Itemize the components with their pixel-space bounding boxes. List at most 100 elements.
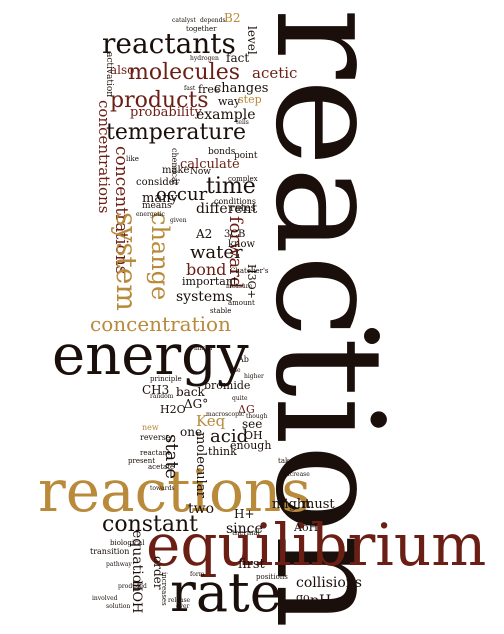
word-way: way bbox=[218, 95, 241, 108]
word-occur: occur bbox=[156, 184, 208, 205]
word-keq: Keq bbox=[196, 412, 226, 430]
word-might: might bbox=[272, 497, 311, 512]
word-tells: tells bbox=[236, 119, 249, 126]
word-though: though bbox=[246, 413, 268, 420]
word-principle: principle bbox=[150, 375, 182, 383]
word-thermal: thermal bbox=[232, 529, 260, 537]
word-increases: increases bbox=[160, 572, 168, 606]
dot-glyph bbox=[364, 328, 380, 344]
word-know: know bbox=[228, 239, 256, 250]
word-system: system bbox=[110, 212, 143, 311]
word-first: first bbox=[238, 557, 265, 572]
word-h-plus: H+ bbox=[234, 507, 255, 521]
word-means: means bbox=[142, 201, 172, 211]
word-since: since bbox=[226, 521, 263, 537]
word-think: think bbox=[208, 445, 237, 458]
word-oh: OH bbox=[244, 429, 263, 442]
word-change: change bbox=[146, 212, 174, 301]
word-systems: systems bbox=[176, 289, 233, 305]
word-new: new bbox=[142, 423, 159, 432]
word-acetate: acetate bbox=[148, 463, 175, 471]
word-present: present bbox=[128, 457, 156, 465]
word-towards: towards bbox=[150, 485, 175, 492]
word-reverse: reverse bbox=[140, 433, 171, 442]
word-calculate: calculate bbox=[180, 157, 240, 172]
word-solution: solution bbox=[106, 603, 131, 610]
word-energy: energy bbox=[52, 323, 249, 388]
word-mixed: mixed bbox=[194, 345, 213, 352]
word-measure: measure bbox=[226, 283, 253, 290]
word-temperature: temperature bbox=[106, 120, 247, 145]
word-bond: bond bbox=[186, 260, 227, 279]
word-depends: depends bbox=[200, 17, 226, 24]
word-step: step bbox=[238, 93, 262, 106]
word-water: water bbox=[190, 242, 243, 263]
word-many: many bbox=[142, 191, 178, 206]
word-different: different bbox=[196, 201, 258, 217]
word-energetic: energetic bbox=[136, 211, 165, 218]
word-reactions: reactions bbox=[38, 457, 312, 525]
word-involved: involved bbox=[92, 595, 118, 602]
word-reactants: reactants bbox=[102, 27, 236, 60]
word-release: release bbox=[168, 597, 191, 604]
word-now: Now bbox=[190, 167, 211, 177]
word-make: make bbox=[162, 165, 190, 176]
word-quite: quite bbox=[232, 395, 248, 402]
word-molecular: molecular bbox=[193, 432, 208, 498]
word-chemical: chemical bbox=[170, 148, 179, 185]
word-back: back bbox=[176, 385, 205, 399]
word-time: time bbox=[206, 174, 256, 199]
word-see: see bbox=[242, 417, 263, 431]
word-two: two bbox=[188, 501, 215, 517]
word-activation: activation bbox=[104, 52, 114, 98]
word-chatelier: Chatelier's bbox=[230, 267, 269, 275]
word-consider: consider bbox=[136, 177, 180, 188]
word-example: example bbox=[196, 107, 256, 123]
word-rates: rates bbox=[230, 203, 256, 214]
word-must: must bbox=[302, 497, 335, 512]
word-stable: stable bbox=[210, 307, 232, 315]
word-form: form bbox=[190, 571, 205, 578]
word-important: important bbox=[182, 275, 238, 288]
word-transition: transition bbox=[90, 547, 130, 556]
word-3cb: 3CB bbox=[224, 229, 246, 240]
word-fast: fast bbox=[184, 85, 196, 92]
word-go: go bbox=[296, 591, 310, 604]
word-probability: probability bbox=[130, 105, 202, 120]
word-bromide: bromide bbox=[204, 379, 251, 392]
word-given: given bbox=[170, 217, 187, 224]
word-one: one bbox=[180, 425, 203, 439]
word-concentrations-h: concentrations bbox=[95, 100, 113, 214]
word-positions: positions bbox=[256, 573, 288, 581]
word-fact: fact bbox=[226, 51, 250, 65]
word-a2: A2 bbox=[196, 227, 213, 241]
word-pathway: pathway bbox=[106, 561, 132, 568]
word-increase: increase bbox=[284, 471, 310, 478]
word-equilibrium: equilibrium bbox=[146, 511, 487, 579]
word-point: point bbox=[234, 151, 258, 161]
word-products: products bbox=[110, 88, 209, 113]
word-biological: biological bbox=[110, 539, 145, 547]
word-reactant: reactant bbox=[140, 449, 170, 457]
word-together: together bbox=[186, 25, 217, 33]
word-conditions: conditions bbox=[214, 197, 256, 206]
word-bonds: bonds bbox=[208, 147, 236, 157]
word-take: take bbox=[278, 457, 294, 465]
word-enough: enough bbox=[230, 439, 272, 452]
word-aoh: AoH bbox=[294, 521, 319, 534]
word-rate: rate bbox=[170, 561, 282, 624]
word-ch3: CH3 bbox=[142, 383, 170, 397]
word-dg0: ΔG° bbox=[184, 397, 209, 411]
word-produced: produced bbox=[118, 583, 147, 590]
word-constant: constant bbox=[102, 512, 198, 537]
word-molecules: molecules bbox=[128, 60, 240, 85]
word-hydrogen: hydrogen bbox=[190, 55, 219, 62]
word-catalyst: catalyst bbox=[172, 17, 196, 24]
word-ab: Ab bbox=[238, 355, 249, 364]
word-dg: ΔG bbox=[238, 403, 255, 416]
word-collisions: collisions bbox=[296, 575, 362, 591]
word-use: use bbox=[230, 367, 241, 374]
word-higher: higher bbox=[244, 373, 264, 380]
word-like: like bbox=[126, 155, 139, 163]
